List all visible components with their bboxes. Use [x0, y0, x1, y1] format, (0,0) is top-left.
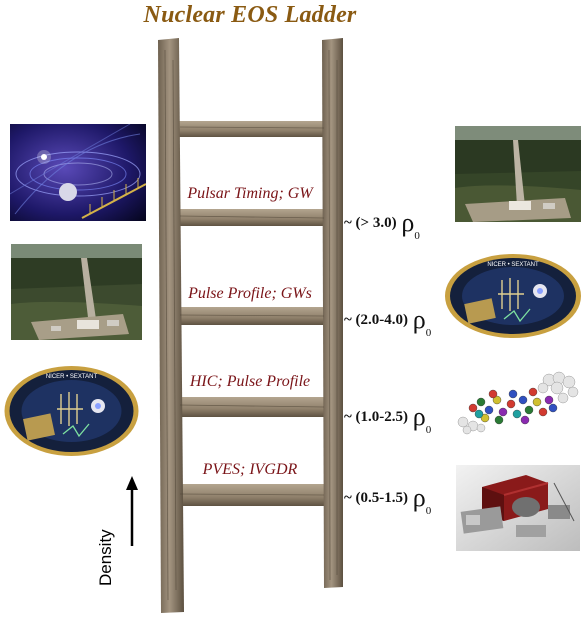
rho-subscript: 0 [414, 230, 420, 242]
rho-subscript: 0 [425, 505, 432, 517]
density-range-2: ~ (2.0-4.0) ρ0 [344, 305, 431, 339]
spectrometer-icon [456, 465, 580, 551]
rho-subscript: 0 [425, 327, 432, 339]
pulsar-icon [10, 124, 146, 221]
heavy-ion-collision-icon [453, 370, 582, 436]
density-range-3: ~ (1.0-2.5) ρ0 [344, 402, 431, 436]
density-range-text: ~ (2.0-4.0) [344, 312, 412, 328]
rung-label-pves: PVES; IVGDR [202, 461, 298, 478]
rho-symbol: ρ [401, 208, 415, 237]
patch-text: NICER • SEXTANT [46, 374, 98, 380]
arrow-up-icon [126, 476, 138, 546]
nicer-patch-icon: NICER • SEXTANT [444, 253, 582, 339]
rung-label-hic: HIC; Pulse Profile [189, 373, 311, 390]
gw-observatory-icon [455, 126, 581, 222]
ladder-rung [174, 307, 330, 325]
rho-symbol: ρ [412, 305, 426, 334]
ladder-left-rail [158, 38, 184, 613]
ladder-right-rail [322, 38, 343, 588]
density-range-text: ~ (1.0-2.5) [344, 409, 412, 425]
rho-symbol: ρ [412, 483, 426, 512]
nicer-patch-icon: NICER • SEXTANT [3, 364, 140, 458]
rho-subscript: 0 [425, 424, 432, 436]
density-range-text: ~ (0.5-1.5) [344, 490, 412, 506]
gw-observatory-icon [11, 244, 142, 340]
ladder-rung [174, 397, 330, 417]
ladder-rung [174, 209, 330, 226]
density-axis-label: Density [96, 529, 115, 586]
rho-symbol: ρ [412, 402, 426, 431]
density-range-text: ~ (> 3.0) [344, 215, 401, 231]
patch-text: NICER • SEXTANT [487, 262, 539, 268]
density-range-4: ~ (0.5-1.5) ρ0 [344, 483, 431, 517]
ladder-rung [174, 484, 330, 506]
rung-label-pulsar-timing: Pulsar Timing; GW [187, 185, 313, 202]
density-range-1: ~ (> 3.0) ρ0 [344, 208, 420, 242]
rung-label-pulse-profile: Pulse Profile; GWs [188, 285, 312, 302]
ladder-rung [174, 121, 330, 137]
page-title: Nuclear EOS Ladder [143, 2, 357, 28]
